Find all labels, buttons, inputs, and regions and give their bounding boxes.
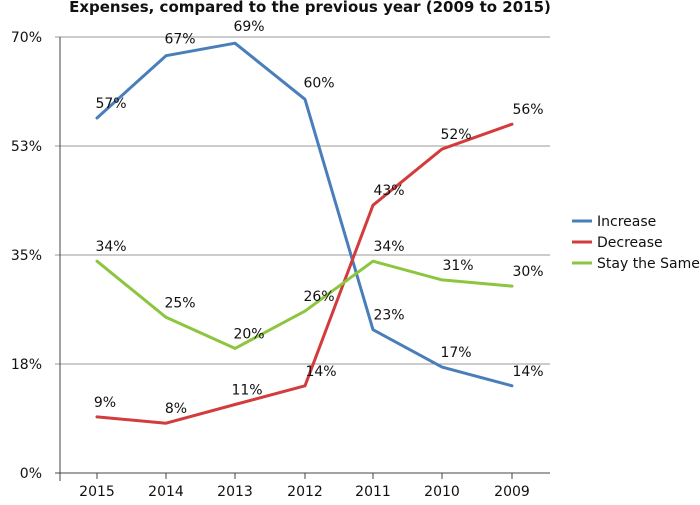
y-tick-label: 53% xyxy=(11,139,42,155)
data-label: 14% xyxy=(512,364,543,380)
x-tick-label: 2011 xyxy=(355,484,391,500)
x-tick-label: 2012 xyxy=(287,484,323,500)
chart-title: Expenses, compared to the previous year … xyxy=(69,0,551,16)
data-label: 9% xyxy=(94,395,116,411)
x-tick-label: 2013 xyxy=(217,484,253,500)
data-label: 14% xyxy=(305,364,336,380)
data-label: 43% xyxy=(373,183,404,199)
gridlines xyxy=(55,36,550,474)
y-tick-label: 0% xyxy=(20,466,42,482)
data-label: 8% xyxy=(165,401,187,417)
legend-label: Decrease xyxy=(597,235,663,251)
data-label: 17% xyxy=(440,345,471,361)
data-label: 34% xyxy=(373,239,404,255)
legend-label: Stay the Same xyxy=(597,256,700,272)
legend: Increase Decrease Stay the Same xyxy=(572,214,700,272)
data-label: 11% xyxy=(231,382,262,398)
data-label: 34% xyxy=(95,239,126,255)
axes: 0% 18% 35% 53% 70% 2015 2014 2013 2012 2011 2010 20… xyxy=(11,30,530,500)
x-tick-label: 2015 xyxy=(79,484,115,500)
data-label: 69% xyxy=(233,19,264,35)
x-tick-label: 2009 xyxy=(494,484,530,500)
x-tick-label: 2014 xyxy=(148,484,184,500)
series-line-increase xyxy=(95,41,514,388)
data-label: 23% xyxy=(373,308,404,324)
series-line-decrease xyxy=(95,122,514,425)
data-label: 26% xyxy=(303,289,334,305)
y-tick-label: 18% xyxy=(11,357,42,373)
x-tick-label: 2010 xyxy=(424,484,460,500)
data-label: 67% xyxy=(164,32,195,48)
data-labels: 57% 67% 69% 60% 23% 17% 14% 9% 8% 11% 14% 43% 52% 56%… xyxy=(94,19,544,417)
series-lines xyxy=(95,41,514,425)
y-tick-label: 70% xyxy=(11,30,42,46)
data-label: 56% xyxy=(512,102,543,118)
data-label: 30% xyxy=(512,264,543,280)
data-label: 25% xyxy=(164,295,195,311)
data-label: 60% xyxy=(303,75,334,91)
data-label: 57% xyxy=(95,96,126,112)
legend-label: Increase xyxy=(597,214,656,230)
data-label: 52% xyxy=(440,127,471,143)
data-label: 20% xyxy=(233,326,264,342)
series-line-stay-the-same xyxy=(95,259,514,350)
y-tick-label: 35% xyxy=(11,248,42,264)
data-label: 31% xyxy=(442,258,473,274)
